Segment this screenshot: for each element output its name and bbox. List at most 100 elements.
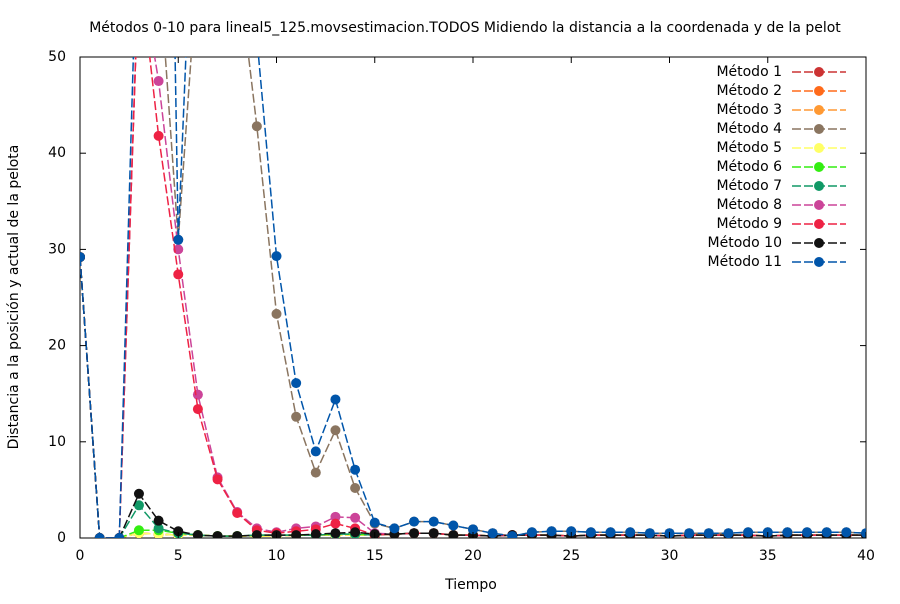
y-axis-label: Distancia a la posición y actual de la p… [6,145,22,450]
point [251,121,262,132]
legend-marker [814,219,824,229]
y-tick-label: 40 [48,145,66,161]
legend-marker [814,181,824,191]
point [133,500,144,511]
point [310,446,321,457]
point [330,528,341,538]
x-tick-label: 40 [857,548,875,564]
point [861,528,866,538]
point [330,425,341,436]
point [409,516,420,527]
point [821,527,832,538]
point [291,411,302,422]
point [153,515,164,526]
legend-marker [814,124,824,134]
legend-label: Método 8 [716,197,782,213]
point [350,527,361,538]
point [291,378,302,389]
point [468,524,478,535]
point [80,252,85,263]
point [251,530,262,538]
point [428,528,439,538]
point [507,531,518,538]
point [232,531,243,538]
point [153,523,164,534]
point [743,527,754,538]
point [723,528,734,538]
point [133,525,144,536]
y-tick-label: 10 [48,434,66,450]
legend-label: Método 7 [716,178,782,194]
legend-label: Método 10 [708,235,782,251]
legend-label: Método 4 [716,121,782,137]
point [330,394,341,405]
x-tick-label: 30 [661,548,679,564]
point [173,234,184,245]
point [192,389,203,400]
legend-marker [814,67,824,77]
legend-label: Método 5 [716,140,782,156]
point [212,474,223,485]
point [448,530,459,538]
x-axis-label: Tiempo [444,577,497,593]
legend-label: Método 2 [716,83,782,99]
legend-marker [814,200,824,210]
point [684,528,695,538]
point [546,526,557,537]
y-tick-label: 20 [48,338,66,354]
point [802,527,813,538]
point [310,529,321,538]
point [350,512,361,523]
point [192,530,203,538]
point [271,251,282,262]
x-tick-label: 5 [174,548,183,564]
point [409,528,420,538]
y-tick-label: 0 [57,530,66,546]
chart-title: Métodos 0-10 para lineal5_125.movsestima… [89,20,841,36]
point [153,130,164,141]
point [114,533,125,538]
point [389,523,400,534]
legend-marker [814,238,824,248]
point [232,507,243,518]
series-line [80,57,866,538]
x-tick-label: 0 [76,548,85,564]
point [94,533,105,538]
point [153,76,164,87]
legend-label: Método 3 [716,102,782,118]
point [192,404,203,415]
x-tick-label: 25 [562,548,580,564]
point [782,527,793,538]
legend-marker [814,86,824,96]
point [350,464,361,475]
point [605,527,616,538]
y-tick-label: 50 [48,49,66,65]
legend-label: Método 9 [716,216,782,232]
point [369,517,380,528]
point [585,527,596,538]
x-tick-label: 35 [759,548,777,564]
point [487,528,498,538]
x-tick-label: 10 [268,548,286,564]
legend-label: Método 1 [716,64,782,80]
point [212,531,223,538]
legend-marker [814,257,824,267]
point [271,308,282,319]
y-tick-label: 30 [48,241,66,257]
point [310,467,321,478]
x-tick-label: 20 [464,548,482,564]
legend-label: Método 6 [716,159,782,175]
point [448,520,459,531]
plot-area [80,57,866,538]
point [350,482,361,493]
legend-marker [814,162,824,172]
point [173,269,184,280]
point [644,528,655,538]
point [428,516,439,527]
point [625,527,636,538]
point [526,527,537,538]
legend-label: Método 11 [708,254,782,270]
point [841,527,852,538]
legend-marker [814,105,824,115]
